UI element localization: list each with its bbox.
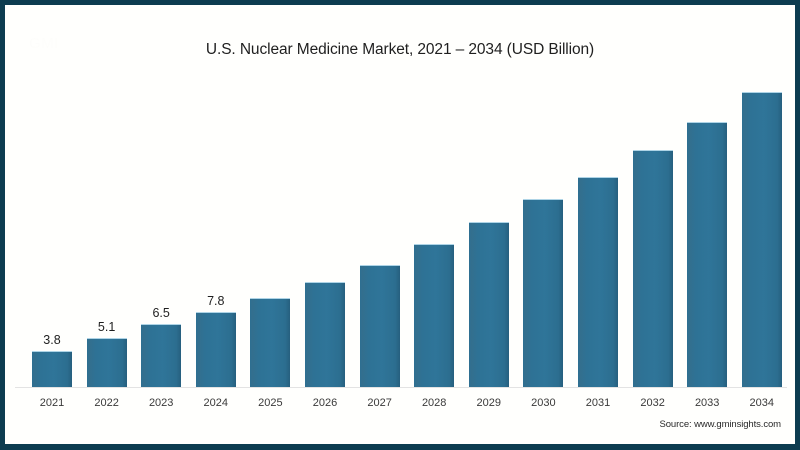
bar-2025[interactable]: [250, 298, 291, 388]
bar-value-label-2021: 3.8: [43, 332, 61, 347]
x-axis-label-2026: 2026: [312, 397, 338, 409]
x-axis-label-2021: 2021: [39, 397, 65, 409]
x-axis-label-2032: 2032: [640, 397, 665, 409]
chart-title: U.S. Nuclear Medicine Market, 2021 – 203…: [205, 41, 595, 58]
bar-slot: 6.5: [134, 75, 188, 388]
gmi-watermark: GMI: [29, 35, 59, 52]
bar-value-label-2022: 5.1: [97, 320, 116, 335]
bar-2029[interactable]: [468, 221, 509, 388]
bar-2021[interactable]: [32, 350, 72, 388]
x-axis-label-2025: 2025: [258, 397, 283, 409]
bar-slot: 5.1: [80, 75, 134, 388]
bar-slot: [680, 75, 734, 388]
x-axis-line: [15, 387, 787, 388]
bar-2024[interactable]: [195, 311, 236, 388]
bar-slot: [462, 75, 516, 388]
bar-2030[interactable]: [523, 199, 564, 388]
x-axis-label-2030: 2030: [531, 397, 556, 409]
bar-2023[interactable]: [141, 324, 182, 388]
x-axis-label-2023: 2023: [148, 397, 174, 409]
bar-slot: 7.8: [189, 75, 243, 388]
x-axis-label-2027: 2027: [367, 397, 392, 409]
bar-slot: [735, 75, 789, 388]
x-axis-label-2022: 2022: [94, 397, 119, 409]
bar-slot: [243, 75, 297, 388]
bar-value-label-2024: 7.8: [207, 293, 225, 308]
bar-slot: [626, 75, 680, 388]
x-axis-label-2028: 2028: [421, 397, 447, 409]
bar-slot: [516, 75, 570, 388]
source-attribution: Source: www.gminsights.com: [659, 419, 782, 430]
bar-2034[interactable]: [741, 91, 782, 388]
x-axis-label-2031: 2031: [585, 397, 611, 409]
bar-2022[interactable]: [86, 338, 127, 388]
bar-2031[interactable]: [578, 176, 618, 388]
bar-slot: [298, 75, 352, 388]
bar-2026[interactable]: [305, 282, 345, 388]
bar-slot: [407, 75, 461, 388]
bar-2033[interactable]: [687, 121, 728, 388]
bar-2027[interactable]: [359, 264, 400, 388]
bar-2028[interactable]: [414, 244, 455, 388]
x-axis-label-2034: 2034: [749, 397, 775, 409]
x-axis-label-2033: 2033: [694, 397, 720, 409]
bar-2032[interactable]: [632, 150, 673, 388]
x-axis-label-2029: 2029: [476, 397, 502, 409]
bar-slot: 3.8: [25, 75, 79, 388]
bar-chart-plot-area: 3.8 5.1 6.5 7.8: [15, 75, 785, 388]
x-axis-label-2024: 2024: [203, 397, 229, 409]
bar-value-label-2023: 6.5: [152, 306, 170, 321]
bar-slot: [353, 75, 407, 388]
chart-canvas: GMI U.S. Nuclear Medicine Market, 2021 –…: [5, 5, 795, 444]
bar-slot: [571, 75, 625, 388]
